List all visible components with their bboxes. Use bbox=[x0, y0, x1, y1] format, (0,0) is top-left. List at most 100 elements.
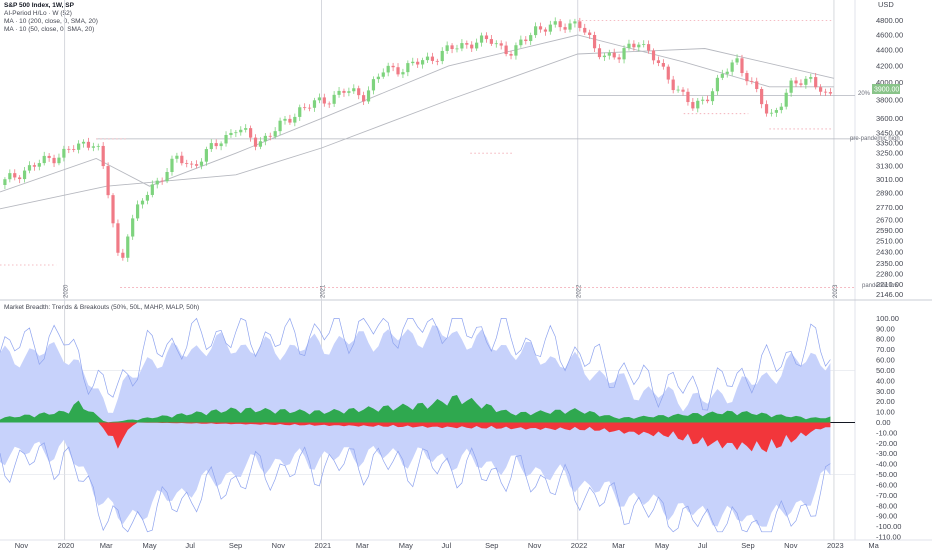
candle-body bbox=[396, 67, 400, 75]
price-tick-label: 2350.00 bbox=[876, 259, 903, 268]
candle-body bbox=[740, 58, 744, 74]
candle-body bbox=[352, 88, 356, 92]
candle-body bbox=[81, 141, 86, 144]
candle-body bbox=[239, 129, 243, 133]
candle-body bbox=[3, 179, 7, 186]
candle-body bbox=[705, 99, 710, 102]
candle-body bbox=[607, 52, 611, 56]
candle-body bbox=[764, 104, 769, 114]
candle-body bbox=[548, 24, 552, 32]
candle-body bbox=[656, 60, 661, 64]
lower-pane-title[interactable]: Market Breadth: Trends & Breakouts (50%,… bbox=[4, 304, 200, 311]
candle-body bbox=[814, 77, 818, 88]
price-tick-label: 3250.00 bbox=[876, 149, 903, 158]
breadth-tick-label: 70.00 bbox=[876, 345, 895, 354]
candle-body bbox=[288, 118, 292, 123]
candle-body bbox=[538, 26, 543, 30]
time-tick-label: May bbox=[655, 541, 669, 550]
candle-body bbox=[91, 146, 95, 148]
candle-body bbox=[327, 103, 331, 105]
candle-body bbox=[298, 107, 302, 117]
candle-body bbox=[524, 39, 528, 42]
breadth-tick-label: 20.00 bbox=[876, 397, 895, 406]
price-tick-label: 2510.00 bbox=[876, 237, 903, 246]
candle-body bbox=[696, 100, 700, 109]
last-price-label: 3900.00 bbox=[874, 87, 899, 94]
candle-body bbox=[720, 73, 724, 78]
currency-label: USD bbox=[878, 0, 894, 9]
price-tick-label: 2770.00 bbox=[876, 203, 903, 212]
positive-area bbox=[0, 395, 831, 423]
breadth-band bbox=[0, 317, 831, 533]
candle-body bbox=[116, 223, 120, 253]
price-tick-label: 2430.00 bbox=[876, 248, 903, 257]
breadth-tick-label: 50.00 bbox=[876, 366, 895, 375]
time-tick-label: 2023 bbox=[827, 541, 844, 550]
legend-line-3[interactable]: MA · 10 (50, close, 0, SMA, 20) bbox=[4, 26, 95, 33]
breadth-tick-label: -110.00 bbox=[876, 533, 901, 542]
candle-body bbox=[725, 71, 729, 74]
candle-body bbox=[804, 78, 808, 85]
candle-body bbox=[366, 90, 371, 102]
breadth-tick-label: 90.00 bbox=[876, 324, 895, 333]
candle-body bbox=[199, 161, 204, 166]
price-tick-label: 2670.00 bbox=[876, 216, 903, 225]
candle-body bbox=[416, 61, 420, 65]
candle-body bbox=[57, 157, 61, 164]
time-tick-label: Ma bbox=[868, 541, 879, 550]
candle-body bbox=[135, 204, 140, 219]
candle-body bbox=[819, 87, 823, 92]
candle-body bbox=[509, 54, 513, 56]
candle-body bbox=[253, 137, 258, 147]
candle-body bbox=[234, 132, 238, 134]
candle-body bbox=[651, 50, 656, 61]
candle-body bbox=[194, 164, 199, 166]
candle-body bbox=[165, 171, 169, 182]
price-tick-label: 3450.00 bbox=[876, 128, 903, 137]
candle-body bbox=[37, 163, 41, 167]
candle-body bbox=[622, 48, 626, 60]
time-tick-label: Nov bbox=[15, 541, 29, 550]
candle-body bbox=[332, 94, 336, 104]
ma-50-line bbox=[0, 34, 834, 193]
candle-body bbox=[258, 141, 263, 147]
candle-body bbox=[77, 143, 81, 150]
breadth-tick-label: -30.00 bbox=[876, 449, 897, 458]
candle-body bbox=[145, 194, 150, 201]
candle-body bbox=[470, 44, 474, 49]
candle-body bbox=[701, 99, 705, 101]
candle-body bbox=[312, 100, 317, 108]
candle-body bbox=[67, 148, 71, 150]
time-tick-label: Mar bbox=[612, 541, 625, 550]
candle-body bbox=[534, 26, 538, 36]
time-tick-label: Jul bbox=[185, 541, 195, 550]
candle-body bbox=[303, 107, 307, 109]
reference-lines bbox=[96, 95, 855, 288]
candle-body bbox=[745, 73, 749, 82]
candle-body bbox=[27, 165, 32, 171]
candle-body bbox=[558, 21, 562, 28]
time-tick-label: May bbox=[143, 541, 157, 550]
lower-band-area bbox=[0, 422, 831, 527]
dotted-levels bbox=[0, 20, 834, 266]
time-tick-label: Mar bbox=[356, 541, 369, 550]
candle-body bbox=[529, 35, 533, 42]
candle-body bbox=[131, 218, 135, 237]
candle-body bbox=[214, 143, 218, 147]
legend-line-1[interactable]: AI-Period H/Lo · W (52) bbox=[4, 10, 72, 17]
candle-body bbox=[612, 52, 616, 58]
breadth-tick-label: -20.00 bbox=[876, 439, 897, 448]
legend-line-2[interactable]: MA · 10 (200, close, 0, SMA, 20) bbox=[4, 18, 98, 25]
candle-body bbox=[190, 163, 194, 165]
candle-body bbox=[381, 72, 385, 77]
candle-body bbox=[755, 81, 759, 89]
breadth-tick-label: 10.00 bbox=[876, 408, 895, 417]
candle-body bbox=[357, 88, 361, 96]
price-tick-label: 4600.00 bbox=[876, 30, 903, 39]
candle-body bbox=[671, 79, 675, 91]
candle-body bbox=[337, 90, 341, 95]
candle-body bbox=[715, 77, 720, 92]
year-label: 2020 bbox=[64, 284, 70, 298]
time-tick-label: Jul bbox=[698, 541, 708, 550]
